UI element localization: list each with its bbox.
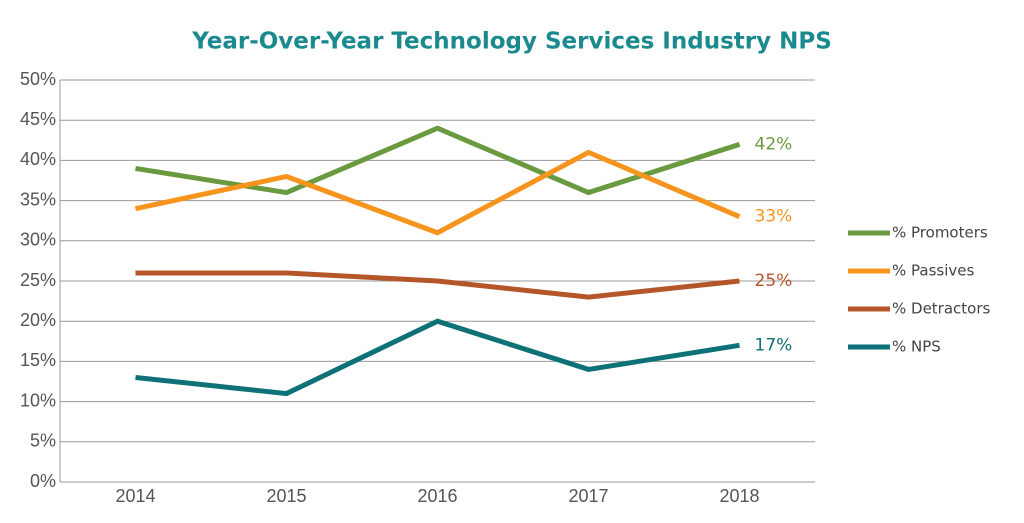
y-tick-label: 40%	[20, 149, 56, 169]
chart-title: Year-Over-Year Technology Services Indus…	[191, 29, 832, 55]
series-line	[134, 149, 741, 236]
y-tick-label: 50%	[20, 69, 56, 89]
x-tick-label: 2017	[568, 486, 608, 506]
y-tick-label: 20%	[20, 310, 56, 330]
y-tick-label: 35%	[20, 189, 56, 209]
value-label: 17%	[755, 335, 793, 355]
value-label: 42%	[755, 134, 793, 154]
x-tick-label: 2018	[719, 486, 759, 506]
legend-label: % Detractors	[892, 300, 991, 318]
legend-label: % Promoters	[892, 224, 988, 242]
x-tick-label: 2014	[115, 486, 155, 506]
series-line	[135, 318, 740, 397]
y-tick-label: 45%	[20, 109, 56, 129]
value-label: 25%	[755, 271, 793, 291]
x-tick-label: 2016	[417, 486, 457, 506]
x-tick-label: 2015	[266, 486, 306, 506]
y-tick-label: 10%	[20, 390, 56, 410]
y-tick-label: 5%	[30, 431, 56, 451]
series-line	[135, 270, 740, 300]
legend-label: % NPS	[892, 338, 941, 356]
value-label: 33%	[755, 207, 793, 227]
legend-label: % Passives	[892, 262, 974, 280]
y-tick-label: 0%	[30, 471, 56, 491]
y-tick-label: 25%	[20, 270, 56, 290]
y-tick-label: 30%	[20, 230, 56, 250]
y-tick-label: 15%	[20, 350, 56, 370]
